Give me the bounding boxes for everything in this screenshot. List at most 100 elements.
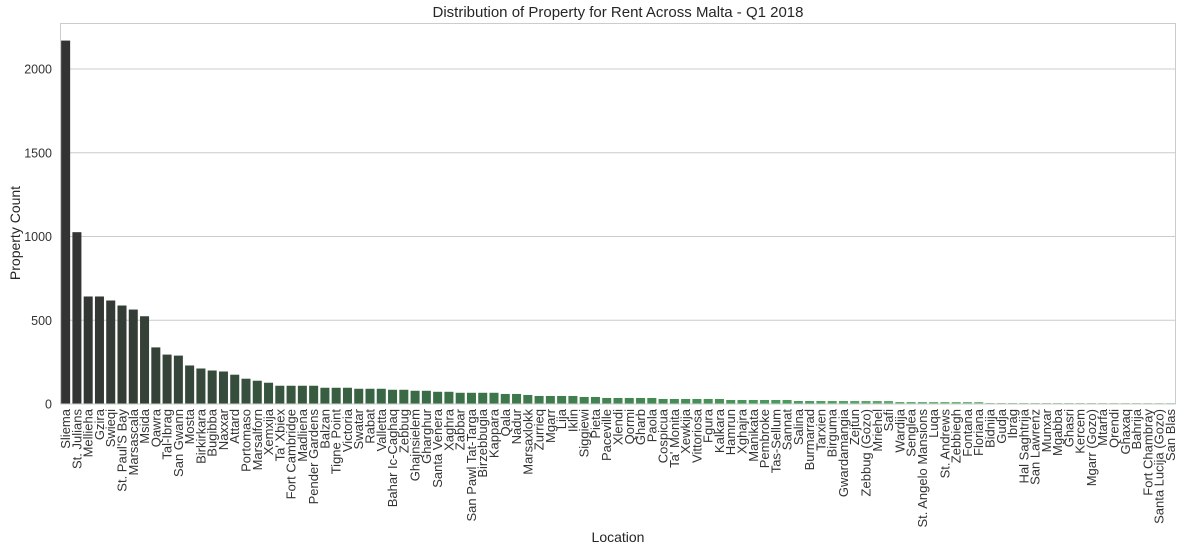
y-tick-label: 1500 (24, 146, 52, 160)
x-tick-label: Sliema (58, 408, 73, 449)
x-tick-label: Burmarrad (802, 409, 817, 470)
x-tick-label: Mgabba (1050, 408, 1065, 456)
x-tick-label: Mgarr (Gozo) (1084, 409, 1099, 486)
x-tick-label: Senglea (904, 408, 919, 456)
bar (850, 400, 860, 404)
x-tick-label: Pembroke (757, 409, 772, 468)
y-tick-label: 0 (45, 398, 52, 412)
x-axis-label: Location (591, 529, 645, 545)
x-tick-label: Xaghra (441, 408, 456, 451)
bar (1086, 402, 1096, 404)
x-tick-label: Mellieha (81, 408, 96, 457)
bar (252, 380, 262, 404)
x-tick-label: Swieqi (103, 409, 118, 447)
x-tick-label: Bugibba (205, 408, 220, 456)
bar (61, 40, 71, 404)
x-tick-label: Munxar (1039, 408, 1054, 452)
bar (962, 401, 972, 404)
bar (297, 385, 307, 404)
x-tick-label: Xewkija (678, 408, 693, 454)
bar (613, 397, 623, 404)
bar (658, 398, 668, 404)
bar (1030, 402, 1040, 404)
x-tick-label: San Gwann (171, 409, 186, 477)
bar (421, 390, 431, 404)
bar (917, 401, 927, 404)
x-tick-label: Zebbiegh (949, 409, 964, 463)
x-tick-label: Swatar (351, 408, 366, 449)
x-tick-label: St. Julians (69, 409, 84, 469)
y-axis-label: Property Count (7, 185, 23, 281)
bar (805, 400, 815, 404)
x-tick-label: Msida (137, 408, 152, 443)
x-tick-label: Marsalforn (250, 409, 265, 470)
x-tick-label: Sannat (780, 409, 795, 451)
x-tick-label: Hal Saghtrija (1016, 408, 1031, 483)
bar (545, 395, 555, 404)
x-tick-label: Zabbar (453, 408, 468, 450)
x-tick-label: Nadur (509, 408, 524, 444)
bar (906, 401, 916, 404)
bar (365, 388, 375, 404)
x-tick-label: San Lawrenz (1028, 409, 1043, 485)
x-tick-label: Pieta (588, 408, 603, 438)
bar (512, 393, 522, 404)
x-tick-label: Pender Gardens (306, 409, 321, 505)
x-tick-label: Cospicua (656, 408, 671, 463)
x-tick-label: Rabat (363, 409, 378, 444)
x-tick-label: Zebbug (396, 409, 411, 453)
bar (872, 400, 882, 404)
x-tick-label: Birkirkara (193, 408, 208, 464)
x-tick-label: Ibrag (1005, 409, 1020, 439)
x-tick-label: Bahrija (1129, 408, 1144, 449)
bar (1041, 402, 1051, 404)
bar (974, 401, 984, 404)
bar (929, 401, 939, 404)
x-tick-label: Santa Venera (430, 408, 445, 488)
x-tick-label: Santa Lucija (Gozo) (1152, 409, 1167, 524)
bar (286, 385, 296, 404)
x-tick-label: St. Paul'S Bay (115, 409, 130, 492)
x-tick-label: St. Andrews (937, 409, 952, 479)
bar (1053, 402, 1063, 404)
x-tick-label: Mosta (182, 408, 197, 444)
x-tick-label: Mriehel (870, 409, 885, 452)
x-tick-label: Marsascala (126, 408, 141, 475)
x-tick-label: Zejtun (847, 409, 862, 445)
x-tick-label: Fontana (960, 408, 975, 456)
bar (388, 389, 398, 404)
x-tick-label: Salina (791, 408, 806, 445)
x-tick-label: Qawra (148, 408, 163, 447)
bar (218, 371, 228, 404)
x-tick-label: Kalkara (712, 408, 727, 453)
bar (726, 399, 736, 404)
bar (861, 400, 871, 404)
x-tick-label: Siggiewi (577, 409, 592, 458)
y-tick-labels: 0 500 1000 1500 2000 (24, 63, 52, 412)
bar (230, 374, 240, 404)
bar (151, 347, 161, 404)
bar (173, 355, 183, 404)
x-tick-label: Gwardamangia (836, 408, 851, 497)
bar (1120, 402, 1130, 404)
x-tick-label: Birguma (825, 408, 840, 457)
bar (1008, 402, 1018, 404)
x-tick-label: Vittoriosa (689, 408, 704, 463)
x-tick-label: Kercem (1073, 409, 1088, 454)
bar (128, 309, 138, 404)
x-tick-label: Ghaxaq (1118, 409, 1133, 455)
bar (1075, 402, 1085, 404)
x-tick-label: Attard (227, 409, 242, 444)
x-tick-label: Gharghur (419, 408, 434, 464)
bar (196, 368, 206, 404)
bar (895, 401, 905, 404)
bar (489, 392, 499, 404)
x-tick-label: Ta' Monita (667, 408, 682, 468)
bar (714, 398, 724, 404)
x-tick-label: Gzira (92, 408, 107, 440)
bar (342, 387, 352, 404)
bar (433, 391, 443, 404)
bar (162, 354, 172, 404)
bar (568, 395, 578, 404)
x-tick-label: Fort Chambray (1140, 409, 1155, 496)
